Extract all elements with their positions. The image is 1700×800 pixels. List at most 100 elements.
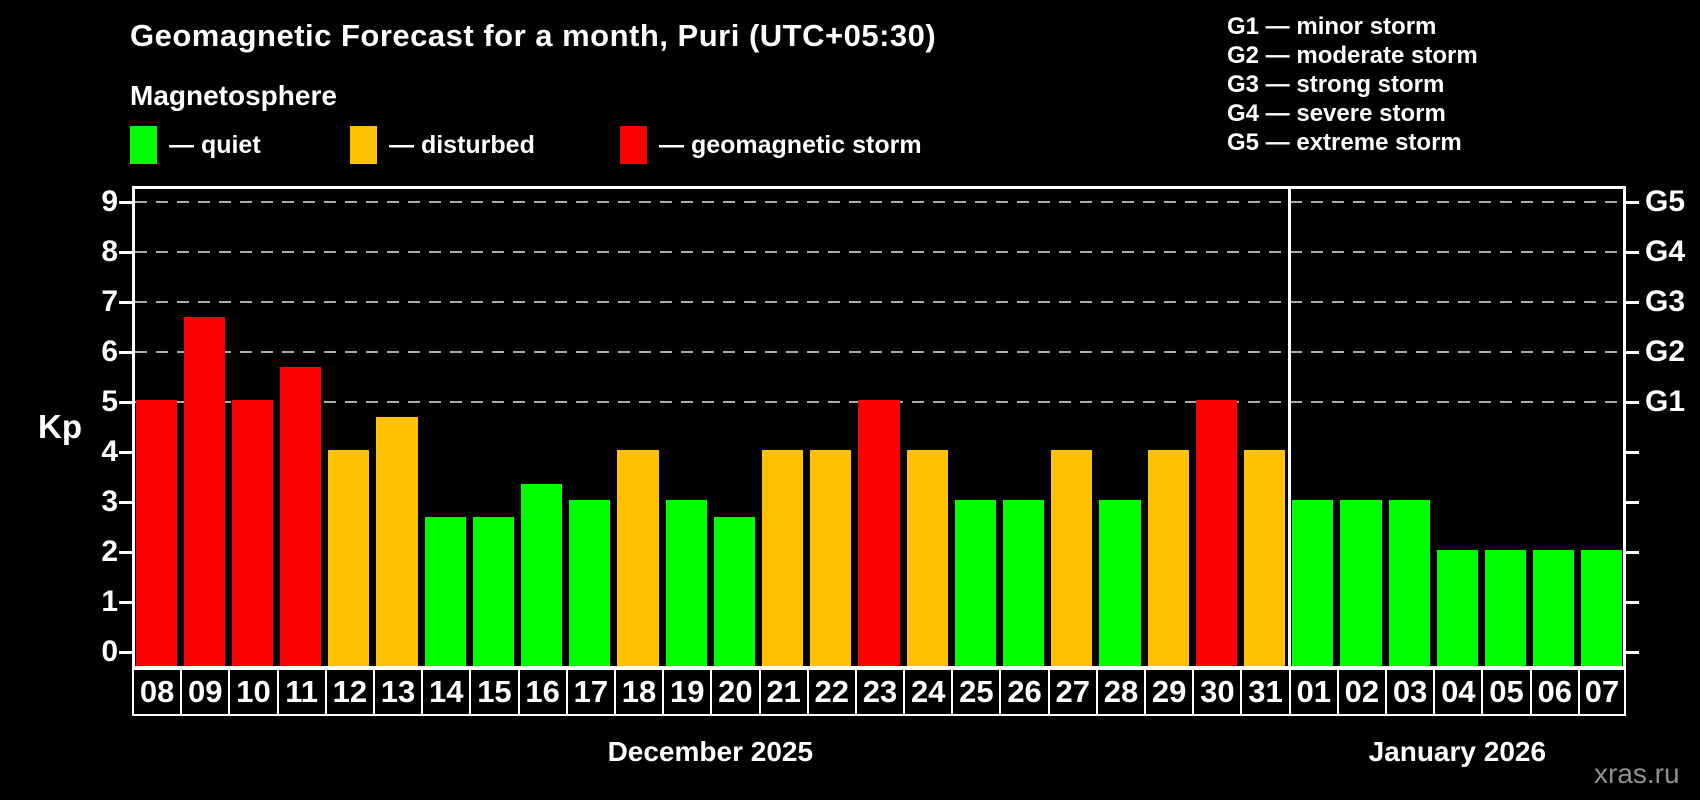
bar-day-26 — [1002, 500, 1045, 666]
bar-day-27 — [1051, 450, 1093, 666]
g-axis-label-G1: G1 — [1645, 385, 1686, 418]
right-tick-kp9 — [1626, 201, 1639, 204]
left-tick-kp6 — [119, 351, 132, 354]
bar-day-15 — [472, 516, 515, 666]
bar-day-20 — [713, 516, 755, 666]
plot-area — [132, 186, 1626, 668]
date-box-18: 18 — [613, 668, 665, 716]
date-box-08: 08 — [132, 668, 183, 716]
left-tick-kp3 — [119, 501, 132, 504]
g-legend-line-5: G5 — extreme storm — [1227, 129, 1462, 156]
magnetosphere-legend-title: Magnetosphere — [130, 80, 337, 111]
left-tick-kp4 — [119, 451, 132, 454]
left-tick-kp1 — [119, 601, 132, 604]
date-box-06: 06 — [1529, 668, 1580, 716]
date-box-03: 03 — [1385, 668, 1436, 716]
bar-day-18 — [617, 450, 659, 666]
gridline-kp8 — [135, 251, 1623, 253]
month-divider — [1287, 189, 1291, 666]
date-box-29: 29 — [1144, 668, 1195, 716]
right-tick-kp2 — [1626, 551, 1639, 554]
date-box-22: 22 — [806, 668, 857, 716]
left-tick-kp5 — [119, 401, 132, 404]
bar-day-30 — [1195, 400, 1237, 666]
date-box-02: 02 — [1336, 668, 1388, 716]
date-box-16: 16 — [517, 668, 568, 716]
bar-day-11 — [280, 366, 322, 666]
storm-color-swatch — [620, 126, 647, 164]
date-box-20: 20 — [710, 668, 761, 716]
bar-day-06 — [1533, 550, 1575, 666]
date-box-10: 10 — [228, 668, 279, 716]
bar-day-04 — [1436, 550, 1478, 666]
g-axis-label-G5: G5 — [1645, 185, 1686, 218]
bar-day-24 — [906, 450, 948, 666]
legend-item-storm: — geomagnetic storm — [620, 125, 922, 165]
watermark: xras.ru — [1594, 758, 1680, 789]
date-box-13: 13 — [372, 668, 424, 716]
g-axis-label-G3: G3 — [1645, 285, 1686, 318]
g-legend-line-4: G4 — severe storm — [1227, 100, 1446, 127]
right-tick-kp8 — [1626, 251, 1639, 254]
g-legend-line-2: G2 — moderate storm — [1227, 42, 1478, 69]
g-scale-legend: G1 — minor storm G2 — moderate storm G3 — … — [1227, 12, 1478, 157]
left-tick-kp8 — [119, 251, 132, 254]
y-tick-label-2: 2 — [101, 535, 118, 568]
y-tick-label-4: 4 — [101, 435, 118, 468]
date-box-09: 09 — [180, 668, 231, 716]
date-box-04: 04 — [1433, 668, 1484, 716]
g-legend-line-3: G3 — strong storm — [1227, 71, 1445, 98]
legend-item-quiet: — quiet — [130, 125, 261, 165]
x-axis-date-row: 08 09 10 11 12 13 14 15 16 17 18 19 20 21 22 23 24 25 26 27… — [132, 668, 1626, 716]
date-box-21: 21 — [758, 668, 809, 716]
bar-day-19 — [665, 500, 707, 666]
date-box-12: 12 — [324, 668, 375, 716]
right-tick-kp3 — [1626, 501, 1639, 504]
gridline-kp9 — [135, 201, 1623, 203]
bar-day-10 — [231, 400, 274, 666]
quiet-color-swatch — [130, 126, 157, 164]
bar-day-14 — [424, 516, 466, 666]
bar-day-13 — [376, 416, 418, 666]
gridline-kp7 — [135, 301, 1623, 303]
date-box-11: 11 — [276, 668, 327, 716]
bar-day-31 — [1243, 450, 1286, 666]
date-box-15: 15 — [469, 668, 520, 716]
right-tick-kp1 — [1626, 601, 1639, 604]
bar-day-25 — [954, 500, 996, 666]
date-box-27: 27 — [1047, 668, 1098, 716]
date-box-01: 01 — [1288, 668, 1339, 716]
g-axis-label-G4: G4 — [1645, 235, 1686, 268]
y-axis-title: Kp — [38, 408, 82, 445]
month-label-2: January 2026 — [1368, 736, 1547, 767]
bar-day-22 — [810, 450, 852, 666]
disturbed-color-swatch — [350, 126, 377, 164]
g-axis-label-G2: G2 — [1645, 335, 1686, 368]
bar-day-28 — [1099, 500, 1141, 666]
legend-label-storm: — geomagnetic storm — [659, 130, 922, 159]
date-box-17: 17 — [565, 668, 616, 716]
bar-day-12 — [328, 450, 370, 666]
bar-day-07 — [1581, 550, 1623, 666]
bar-day-08 — [135, 400, 177, 666]
left-tick-kp7 — [119, 301, 132, 304]
right-tick-kp6 — [1626, 351, 1639, 354]
legend-label-disturbed: — disturbed — [389, 130, 535, 159]
left-tick-kp0 — [119, 651, 132, 654]
bar-day-29 — [1147, 450, 1189, 666]
bar-day-23 — [858, 400, 900, 666]
bar-day-16 — [521, 483, 563, 666]
legend-label-quiet: — quiet — [169, 130, 261, 159]
date-box-05: 05 — [1481, 668, 1532, 716]
y-tick-label-5: 5 — [101, 385, 118, 418]
bar-day-05 — [1484, 550, 1527, 666]
y-tick-label-1: 1 — [101, 585, 118, 618]
date-box-23: 23 — [854, 668, 906, 716]
y-tick-label-6: 6 — [101, 335, 118, 368]
y-tick-label-9: 9 — [101, 185, 118, 218]
bar-day-21 — [762, 450, 804, 666]
left-tick-kp2 — [119, 551, 132, 554]
right-tick-kp4 — [1626, 451, 1639, 454]
date-box-30: 30 — [1192, 668, 1243, 716]
month-label-1: December 2025 — [607, 736, 814, 767]
